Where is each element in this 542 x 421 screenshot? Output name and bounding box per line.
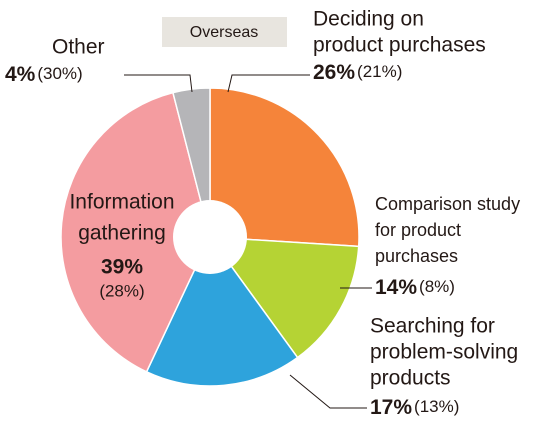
category-label: purchases xyxy=(375,246,458,266)
category-label: for product xyxy=(375,220,461,240)
value-label: 17% xyxy=(370,396,412,419)
value-label: 4% xyxy=(5,63,36,86)
category-label: problem-solving xyxy=(370,341,518,364)
slice xyxy=(60,91,211,373)
leader-line xyxy=(227,74,310,93)
category-label: Searching for xyxy=(370,315,495,338)
annotation-box xyxy=(162,17,287,47)
category-label: products xyxy=(370,367,451,390)
value-label: 14% xyxy=(375,276,417,299)
overseas-value-label: (21%) xyxy=(357,62,402,81)
value-text: 26% (21%) xyxy=(313,61,402,84)
value-label: 26% xyxy=(313,61,355,84)
donut-hole xyxy=(173,200,247,274)
value-label: 39% xyxy=(101,256,143,279)
slice xyxy=(145,235,299,387)
slice xyxy=(209,87,360,248)
overseas-value-label: (8%) xyxy=(419,277,455,296)
leader-line xyxy=(289,374,367,409)
overseas-value-label: (13%) xyxy=(414,397,459,416)
category-label: gathering xyxy=(78,222,166,245)
overseas-value-label: (28%) xyxy=(99,281,144,300)
leader-line xyxy=(124,74,193,93)
category-label: Information xyxy=(69,191,174,214)
value-text: 4% (30%) xyxy=(5,63,83,86)
annotation: Overseas xyxy=(190,24,258,41)
category-label: Other xyxy=(52,36,105,59)
slice xyxy=(208,236,360,359)
category-label: Deciding on xyxy=(313,8,424,31)
category-label: product purchases xyxy=(313,34,486,57)
value-text: 14% (8%) xyxy=(375,276,455,299)
overseas-value-label: (30%) xyxy=(37,64,82,83)
value-text: 17% (13%) xyxy=(370,396,459,419)
category-label: Comparison study xyxy=(375,194,520,214)
